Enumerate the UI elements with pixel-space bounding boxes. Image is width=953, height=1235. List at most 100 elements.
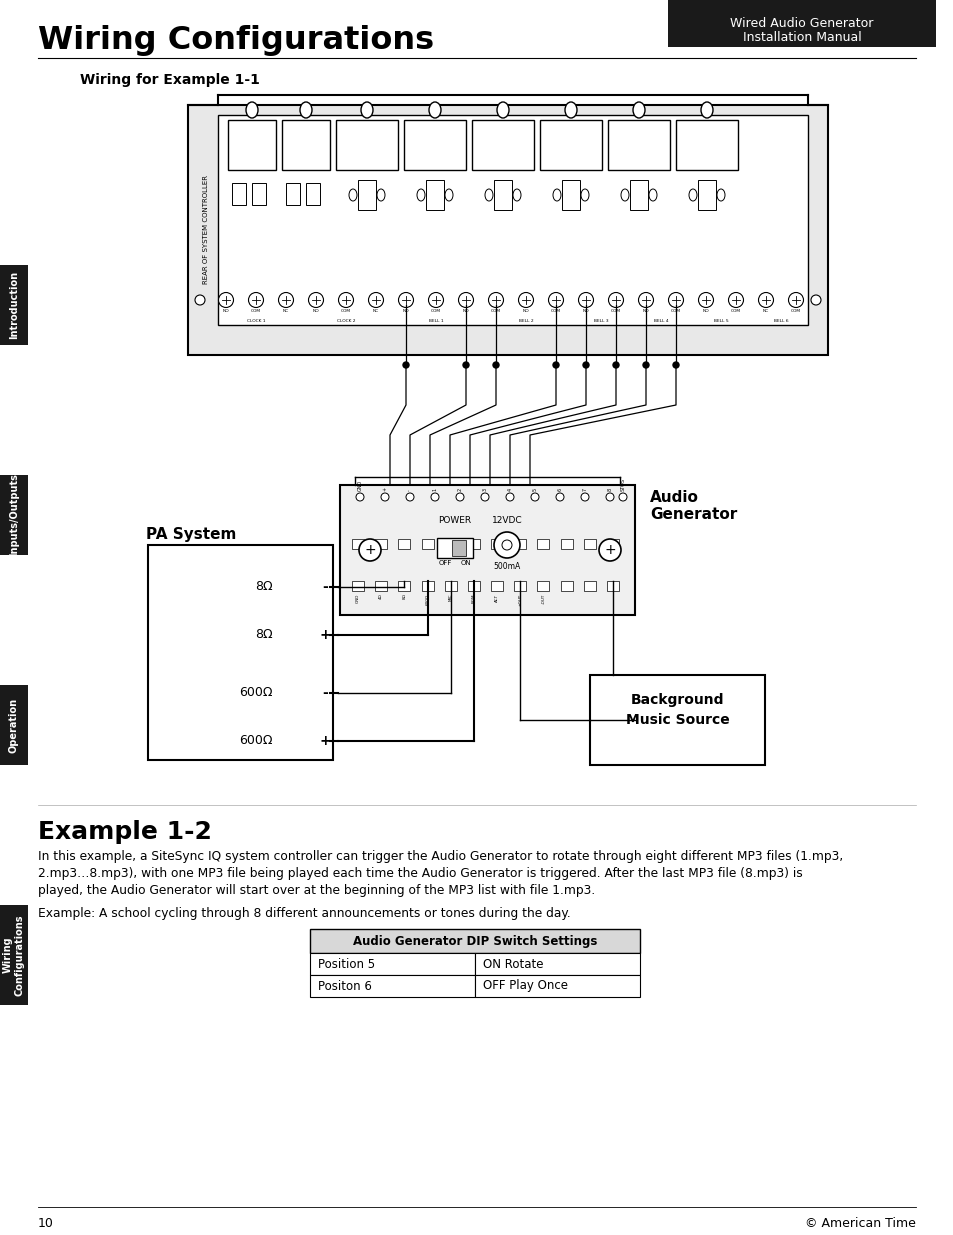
Bar (0, 266, 28, 345)
Bar (375, 538, 387, 548)
Text: MIC: MIC (448, 593, 453, 601)
Bar (352, 538, 364, 548)
Text: BELL 6: BELL 6 (773, 319, 787, 324)
Bar (421, 538, 433, 548)
Text: Wiring Configurations: Wiring Configurations (38, 25, 434, 56)
Bar (676, 120, 738, 170)
Circle shape (358, 538, 380, 561)
Circle shape (672, 362, 679, 368)
Ellipse shape (580, 189, 588, 201)
Bar (494, 180, 512, 210)
Bar (537, 538, 549, 548)
Circle shape (580, 493, 588, 501)
Text: Wired Audio Generator: Wired Audio Generator (730, 17, 873, 30)
Bar (589, 676, 764, 764)
Circle shape (668, 293, 682, 308)
Text: GND: GND (357, 479, 362, 492)
Ellipse shape (513, 189, 520, 201)
Circle shape (548, 293, 563, 308)
Circle shape (556, 493, 563, 501)
Text: COM: COM (790, 309, 801, 312)
Circle shape (758, 293, 773, 308)
Circle shape (488, 293, 503, 308)
Text: Position 5: Position 5 (317, 957, 375, 971)
Text: Audio: Audio (649, 490, 699, 505)
Circle shape (518, 293, 533, 308)
Text: COM: COM (610, 309, 620, 312)
Bar (310, 953, 475, 974)
Text: 12VDC: 12VDC (491, 516, 521, 525)
Bar (310, 974, 475, 997)
Circle shape (618, 493, 626, 501)
Bar (667, 0, 935, 47)
Text: 2: 2 (457, 488, 462, 492)
Circle shape (493, 362, 498, 368)
Text: 8Ω: 8Ω (402, 593, 406, 599)
Text: OFF Play Once: OFF Play Once (482, 979, 567, 993)
Text: 600Ω: 600Ω (239, 735, 273, 747)
Ellipse shape (633, 103, 644, 119)
Circle shape (788, 293, 802, 308)
Bar (398, 582, 410, 592)
Circle shape (598, 538, 620, 561)
Circle shape (368, 293, 383, 308)
Text: 1: 1 (432, 488, 437, 492)
Text: Inputs/Outputs: Inputs/Outputs (9, 473, 19, 557)
Ellipse shape (648, 189, 657, 201)
Text: BELL 3: BELL 3 (593, 319, 608, 324)
Circle shape (406, 493, 414, 501)
Text: +: + (319, 629, 331, 642)
Bar (472, 120, 534, 170)
Bar (629, 180, 647, 210)
Ellipse shape (246, 103, 257, 119)
Text: NO: NO (402, 309, 409, 312)
Bar (583, 538, 596, 548)
Circle shape (308, 293, 323, 308)
Ellipse shape (620, 189, 628, 201)
Circle shape (578, 293, 593, 308)
Text: +: + (603, 543, 616, 557)
Circle shape (582, 362, 588, 368)
Text: BELL 2: BELL 2 (518, 319, 533, 324)
Text: OFF: OFF (438, 559, 452, 566)
Bar (583, 582, 596, 592)
Circle shape (194, 295, 205, 305)
Circle shape (505, 493, 514, 501)
Text: 4Ω: 4Ω (378, 593, 383, 599)
Bar (0, 685, 28, 764)
Ellipse shape (376, 189, 385, 201)
Text: Generator: Generator (649, 508, 737, 522)
Circle shape (480, 493, 489, 501)
Circle shape (218, 293, 233, 308)
Circle shape (642, 362, 648, 368)
Circle shape (810, 295, 821, 305)
Text: COM: COM (730, 309, 740, 312)
Text: COM: COM (251, 309, 261, 312)
Circle shape (380, 493, 389, 501)
Circle shape (458, 293, 473, 308)
Bar (286, 183, 299, 205)
Bar (403, 120, 465, 170)
Text: Example 1-2: Example 1-2 (38, 820, 212, 844)
Text: -: - (407, 489, 412, 492)
Text: NC: NC (762, 309, 768, 312)
Text: 7: 7 (582, 488, 587, 492)
Bar (467, 538, 479, 548)
Text: NO: NO (642, 309, 649, 312)
Text: COM: COM (670, 309, 680, 312)
Bar (282, 120, 330, 170)
Bar (539, 120, 601, 170)
Text: COM: COM (431, 309, 440, 312)
Text: 5: 5 (532, 488, 537, 492)
Text: PA System: PA System (146, 527, 236, 542)
Text: 2.mp3…8.mp3), with one MP3 file being played each time the Audio Generator is tr: 2.mp3…8.mp3), with one MP3 file being pl… (38, 867, 801, 881)
Circle shape (494, 532, 519, 558)
Bar (232, 183, 246, 205)
Text: Wiring for Example 1-1: Wiring for Example 1-1 (80, 73, 259, 86)
Bar (306, 183, 319, 205)
Ellipse shape (349, 189, 356, 201)
Ellipse shape (553, 189, 560, 201)
Ellipse shape (360, 103, 373, 119)
Circle shape (456, 493, 463, 501)
Circle shape (531, 493, 538, 501)
